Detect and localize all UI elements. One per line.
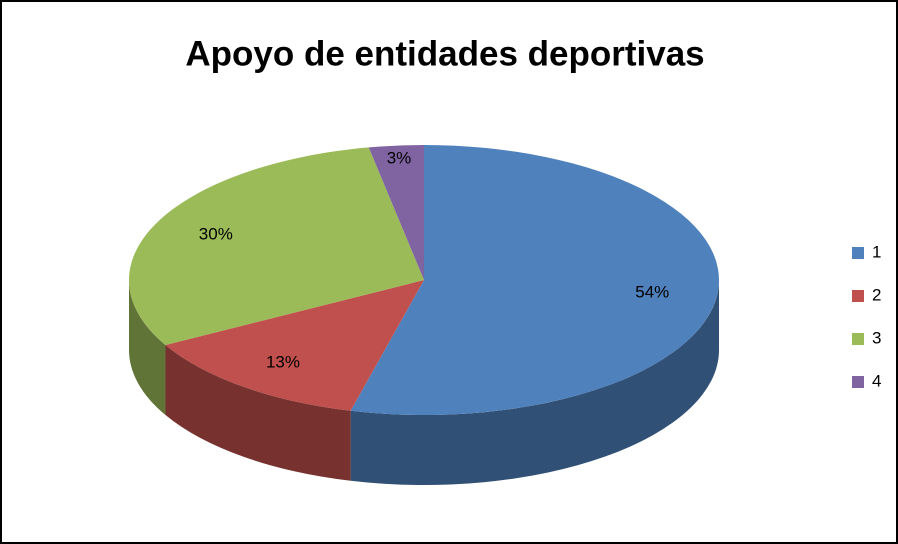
pie-side bbox=[165, 345, 351, 481]
pie-slice bbox=[165, 280, 424, 411]
chart-title: Apoyo de entidades deportivas bbox=[185, 34, 704, 73]
legend-swatch bbox=[852, 333, 864, 345]
data-label: 54% bbox=[635, 283, 669, 302]
legend-label: 1 bbox=[872, 242, 881, 261]
pie-side bbox=[129, 280, 166, 416]
data-label: 13% bbox=[266, 353, 300, 372]
legend-swatch bbox=[852, 247, 864, 259]
pie-slice bbox=[368, 145, 424, 280]
legend-label: 3 bbox=[872, 328, 881, 347]
data-label: 30% bbox=[199, 225, 233, 244]
legend-swatch bbox=[852, 290, 864, 302]
legend-swatch bbox=[852, 376, 864, 388]
data-label: 3% bbox=[387, 149, 412, 168]
pie-slice bbox=[129, 147, 424, 346]
legend-label: 2 bbox=[872, 285, 881, 304]
pie-slice bbox=[350, 145, 719, 415]
pie-side bbox=[350, 280, 719, 485]
legend-label: 4 bbox=[872, 371, 881, 390]
